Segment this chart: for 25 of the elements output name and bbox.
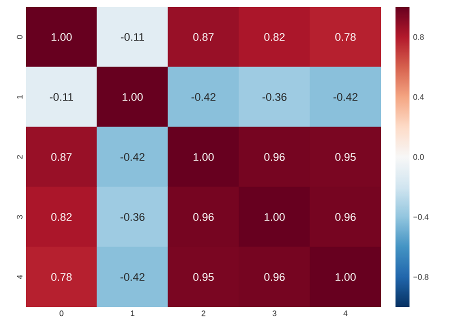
data-label: 1.00 xyxy=(264,213,285,221)
data-label: -0.42 xyxy=(120,153,144,161)
data-label: 1.00 xyxy=(336,273,356,281)
data-label: 0.95 xyxy=(335,153,356,161)
data-label: 1.00 xyxy=(194,153,214,161)
data-label: 0.87 xyxy=(51,153,72,161)
data-label: 0.87 xyxy=(193,33,214,41)
data-label: -0.11 xyxy=(50,93,74,101)
data-label: -0.11 xyxy=(120,33,144,41)
data-label: 0.96 xyxy=(193,213,214,221)
data-label: -0.36 xyxy=(262,93,287,101)
data-label: 0.95 xyxy=(193,273,214,281)
data-label: 0.96 xyxy=(264,153,285,161)
data-label: 0.82 xyxy=(264,33,285,41)
data-label: -0.42 xyxy=(334,93,358,101)
data-label: 0.78 xyxy=(51,273,72,281)
data-label: 1.00 xyxy=(52,33,72,41)
data-label: 0.96 xyxy=(264,273,285,281)
data-label: 1.00 xyxy=(122,93,143,101)
data-label: 0.78 xyxy=(335,33,356,41)
data-label: 0.96 xyxy=(335,213,356,221)
data-label: -0.42 xyxy=(120,273,144,281)
data-label: 0.82 xyxy=(51,213,72,221)
data-label: -0.42 xyxy=(191,93,216,101)
data-label: -0.36 xyxy=(120,213,145,221)
